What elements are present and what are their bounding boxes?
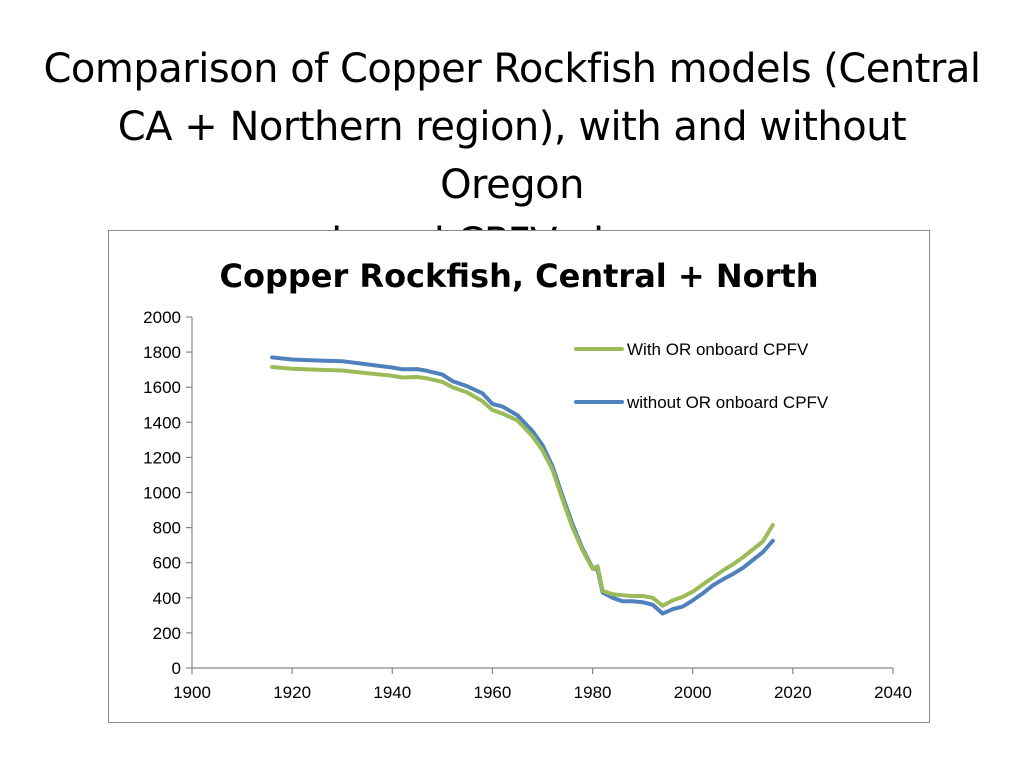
legend-label-2: without OR onboard CPFV	[626, 393, 829, 412]
y-tick-label: 1000	[143, 484, 181, 503]
y-tick-label: 1800	[143, 343, 181, 362]
x-tick-label: 2020	[774, 683, 812, 702]
x-tick-label: 1960	[474, 683, 512, 702]
y-tick-label: 1200	[143, 448, 181, 467]
series-group	[270, 355, 775, 616]
legend: With OR onboard CPFV without OR onboard C…	[574, 340, 829, 412]
y-tick-label: 1600	[143, 378, 181, 397]
y-tick-label: 400	[153, 589, 181, 608]
y-tick-label: 1400	[143, 413, 181, 432]
series-line-1	[270, 365, 775, 608]
y-tick-label: 600	[153, 554, 181, 573]
x-tick-label: 1980	[574, 683, 612, 702]
x-tick-label: 1940	[373, 683, 411, 702]
chart-frame: Copper Rockfish, Central + North 0 200 400…	[108, 230, 930, 723]
axes: 0 200 400 600 800 1000 1200 1400 1600 1800 2000 190…	[143, 308, 912, 702]
x-tick-label: 1900	[173, 683, 211, 702]
line-chart: Copper Rockfish, Central + North 0 200 400…	[143, 257, 912, 702]
slide-title-line-2: CA + Northern region), with and without …	[117, 104, 907, 208]
y-tick-label: 200	[153, 624, 181, 643]
x-tick-label: 1920	[273, 683, 311, 702]
x-tick-label: 2000	[674, 683, 712, 702]
chart-title: Copper Rockfish, Central + North	[220, 257, 819, 295]
y-tick-label: 2000	[143, 308, 181, 327]
slide-title-line-1: Comparison of Copper Rockfish models (Ce…	[43, 46, 981, 92]
y-tick-label: 800	[153, 519, 181, 538]
x-tick-label: 2040	[874, 683, 912, 702]
y-tick-label: 0	[172, 659, 181, 678]
legend-label-1: With OR onboard CPFV	[627, 340, 809, 359]
